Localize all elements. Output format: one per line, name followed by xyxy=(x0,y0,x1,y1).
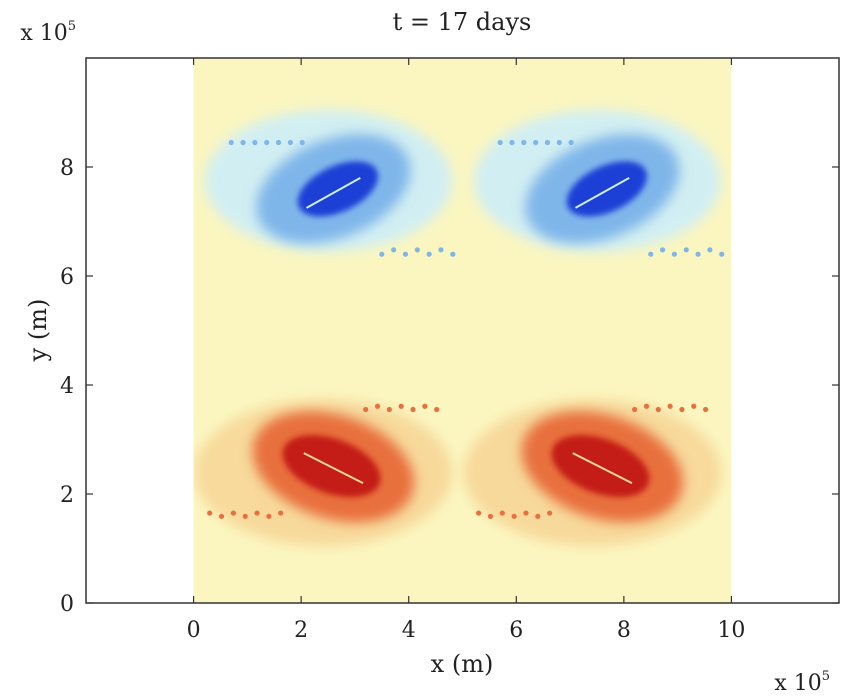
filament-dot xyxy=(556,139,562,146)
filament-dot xyxy=(422,403,428,409)
y-tick-label: 6 xyxy=(60,265,74,290)
filament-dot xyxy=(487,513,494,519)
x-tick-label: 6 xyxy=(509,618,523,643)
filament-dot xyxy=(643,403,650,409)
filament-dot xyxy=(719,251,725,257)
x-tick-label: 10 xyxy=(717,618,745,643)
y-tick-label: 0 xyxy=(60,592,74,617)
vortex-filament xyxy=(35,453,94,483)
filament-dot xyxy=(632,406,638,413)
filament-dot xyxy=(544,139,551,146)
filament-dot xyxy=(9,510,14,515)
filament-dot xyxy=(683,247,689,253)
x-tick-label: 2 xyxy=(294,618,308,643)
filament-dot xyxy=(31,140,36,145)
filament-dot xyxy=(535,513,541,519)
filament-dot xyxy=(679,406,685,413)
filament-dot xyxy=(266,513,272,519)
y-multiplier: x 105 xyxy=(20,19,76,46)
filament-dot xyxy=(0,514,3,519)
filament-dot xyxy=(547,510,553,516)
filament-dot xyxy=(509,139,515,146)
filament-dot xyxy=(240,139,246,146)
filament-dot xyxy=(511,513,517,519)
filament-dot xyxy=(703,406,709,413)
filament-dot xyxy=(398,403,404,409)
filament-dot xyxy=(659,247,666,253)
vortex-negative xyxy=(204,109,456,257)
filament-dot xyxy=(434,406,440,413)
vortex-filament xyxy=(303,452,364,484)
filament-dot xyxy=(497,139,503,146)
x-multiplier-exp: 5 xyxy=(822,669,830,684)
filament-dot xyxy=(410,406,416,413)
filament-dot xyxy=(230,510,236,516)
x-multiplier: x 105 xyxy=(774,669,830,696)
filament-dot xyxy=(19,140,24,145)
vortex-positive xyxy=(463,399,722,547)
filament-dot xyxy=(476,510,482,516)
filament-dot xyxy=(252,139,258,146)
x-tick-label: 8 xyxy=(617,618,631,643)
vortex-positive xyxy=(194,399,453,547)
x-tick-label: 0 xyxy=(187,618,201,643)
x-multiplier-base: x 10 xyxy=(774,671,821,696)
filament-dot xyxy=(414,247,420,253)
filament-dot xyxy=(386,406,392,413)
plot-frame xyxy=(85,57,840,604)
filament-dot xyxy=(299,139,305,146)
y-tick-label: 4 xyxy=(60,374,74,399)
filament-dot xyxy=(242,513,248,519)
filament-dot xyxy=(275,139,282,146)
filament-dot xyxy=(264,139,270,146)
filament-dot xyxy=(438,247,444,253)
heatmap-field xyxy=(0,58,732,603)
filament-dot xyxy=(568,139,574,146)
vortex-negative xyxy=(473,109,725,257)
y-multiplier-exp: 5 xyxy=(68,19,76,34)
y-multiplier-base: x 10 xyxy=(20,21,67,46)
filament-dot xyxy=(707,247,713,253)
filament-dot xyxy=(379,251,385,257)
y-tick-label: 2 xyxy=(60,483,74,508)
vortex-filament xyxy=(306,177,361,209)
filament-dot xyxy=(655,406,661,413)
filament-dot xyxy=(533,139,539,146)
vortex-filament xyxy=(38,178,92,208)
filament-dot xyxy=(499,510,505,516)
filament-dot xyxy=(426,251,432,257)
filament-dot xyxy=(671,251,678,257)
filament-dot xyxy=(450,251,456,257)
filament-dot xyxy=(363,406,369,413)
filament-dot xyxy=(667,403,673,409)
filament-dot xyxy=(218,513,225,519)
filament-dot xyxy=(523,510,529,516)
filament-dot xyxy=(691,403,697,409)
filament-dot xyxy=(287,139,293,146)
chart-title: t = 17 days xyxy=(393,8,532,36)
y-tick-label: 8 xyxy=(60,156,74,181)
x-tick-label: 4 xyxy=(402,618,416,643)
filament-dot xyxy=(648,251,654,257)
filament-dot xyxy=(374,403,381,409)
vortex-filament xyxy=(574,177,630,209)
x-axis-label: x (m) xyxy=(431,650,494,678)
filament-dot xyxy=(695,251,701,257)
vortex-filament xyxy=(572,452,633,484)
filament-dot xyxy=(402,251,409,257)
filament-dot xyxy=(521,139,527,146)
filament-dot xyxy=(278,510,284,516)
filament-dot xyxy=(207,510,213,516)
filament-dot xyxy=(254,510,260,516)
filament-dot xyxy=(7,140,12,145)
filament-dot xyxy=(391,247,397,253)
axis-ticks: 0 2 4 6 8 10 0 2 4 6 8 xyxy=(60,58,839,643)
filament-dot xyxy=(228,139,234,146)
y-axis-label: y (m) xyxy=(24,299,52,363)
